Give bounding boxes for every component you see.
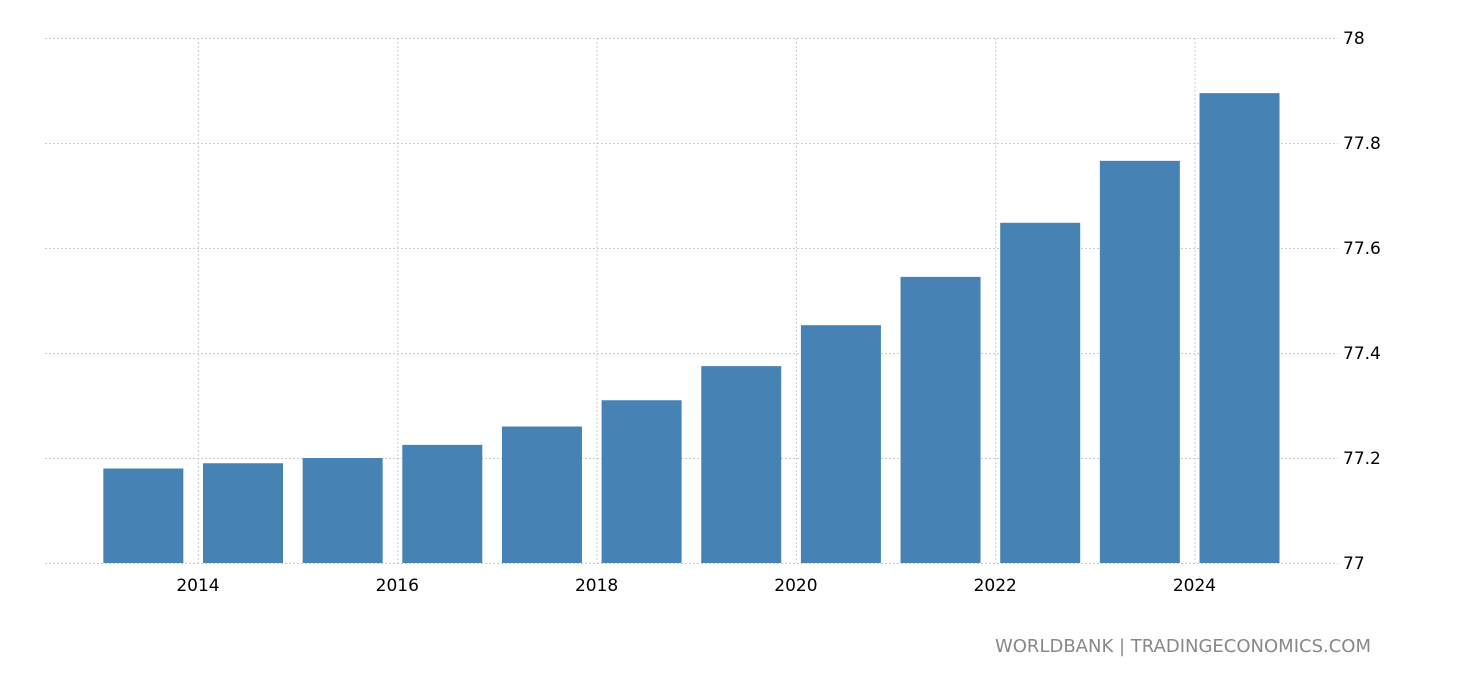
bars: [103, 93, 1280, 564]
y-axis: 77 77.2 77.4 77.6 77.8 78: [1343, 29, 1381, 574]
bar-2018: [601, 400, 682, 563]
y-tick-label: 77: [1343, 554, 1365, 574]
bar-2024: [1199, 93, 1280, 563]
bar-2013: [103, 468, 184, 563]
y-tick-label: 77.8: [1343, 134, 1381, 154]
bar-2021: [900, 276, 981, 563]
bar-2014: [203, 463, 283, 563]
x-tick-label: 2020: [774, 576, 817, 596]
y-tick-label: 78: [1343, 29, 1365, 49]
x-tick-label: 2016: [376, 576, 419, 596]
x-tick-label: 2018: [575, 576, 618, 596]
bar-2017: [501, 426, 582, 563]
source-label: WORLDBANK | TRADINGECONOMICS.COM: [995, 636, 1371, 657]
x-tick-label: 2024: [1173, 576, 1216, 596]
bar-2016: [402, 444, 483, 563]
y-tick-label: 77.6: [1343, 239, 1381, 259]
y-tick-label: 77.2: [1343, 449, 1381, 469]
x-tick-label: 2022: [974, 576, 1017, 596]
bar-2023: [1099, 160, 1180, 563]
bar-2019: [701, 366, 782, 563]
bar-2020: [800, 325, 881, 563]
y-tick-label: 77.4: [1343, 344, 1381, 364]
bar-2022: [1000, 222, 1081, 564]
x-tick-label: 2014: [176, 576, 219, 596]
bar-2015: [302, 458, 383, 563]
x-axis: 2014 2016 2018 2020 2022 2024: [176, 576, 1216, 596]
